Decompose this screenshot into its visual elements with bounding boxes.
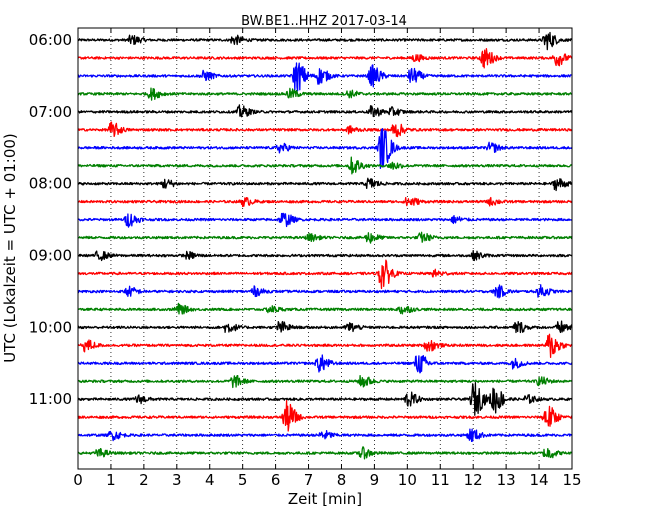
x-tick-label: 0 bbox=[73, 471, 83, 489]
x-tick-label: 14 bbox=[530, 471, 549, 489]
trace-row-0930 bbox=[77, 284, 573, 299]
y-tick-label: 06:00 bbox=[29, 31, 72, 49]
x-tick-label: 3 bbox=[172, 471, 182, 489]
x-tick-label: 6 bbox=[271, 471, 281, 489]
x-tick-label: 7 bbox=[304, 471, 314, 489]
trace-row-0715 bbox=[77, 121, 573, 138]
trace-row-1030 bbox=[77, 354, 573, 374]
grid-lines bbox=[110, 28, 540, 469]
y-axis: 06:00 07:00 08:00 09:00 10:00 11:00 bbox=[29, 31, 83, 408]
trace-row-0845 bbox=[77, 231, 573, 244]
trace-row-1045 bbox=[77, 374, 573, 389]
trace-row-0945 bbox=[77, 302, 573, 315]
trace-row-0700 bbox=[77, 104, 573, 118]
x-tick-label: 9 bbox=[370, 471, 380, 489]
y-tick-label: 09:00 bbox=[29, 247, 72, 265]
y-tick-label: 11:00 bbox=[29, 390, 72, 408]
x-tick-label: 2 bbox=[139, 471, 149, 489]
y-tick-label: 08:00 bbox=[29, 175, 72, 193]
x-tick-label: 1 bbox=[106, 471, 116, 489]
trace-row-1115 bbox=[77, 399, 573, 432]
trace-row-0830 bbox=[77, 212, 573, 228]
trace-row-0600 bbox=[77, 31, 573, 51]
plot-frame bbox=[77, 27, 573, 470]
trace-row-1000 bbox=[77, 320, 573, 334]
x-tick-label: 10 bbox=[398, 471, 417, 489]
x-tick-label: 4 bbox=[205, 471, 215, 489]
trace-row-0745 bbox=[77, 156, 573, 175]
trace-row-1145 bbox=[77, 446, 573, 460]
trace-row-1100 bbox=[77, 382, 573, 416]
chart-title: BW.BE1..HHZ 2017-03-14 bbox=[241, 14, 407, 29]
x-tick-label: 15 bbox=[562, 471, 581, 489]
trace-row-0915 bbox=[77, 259, 573, 290]
y-tick-label: 10:00 bbox=[29, 318, 72, 336]
x-tick-label: 12 bbox=[464, 471, 483, 489]
traces bbox=[77, 31, 573, 460]
trace-row-0630 bbox=[77, 62, 573, 92]
trace-row-0800 bbox=[77, 177, 573, 192]
trace-row-0900 bbox=[77, 249, 573, 262]
x-tick-label: 8 bbox=[337, 471, 347, 489]
trace-row-0615 bbox=[77, 48, 573, 69]
trace-row-0815 bbox=[77, 196, 573, 208]
x-tick-label: 13 bbox=[497, 471, 516, 489]
trace-row-1015 bbox=[77, 333, 573, 359]
x-axis: 0 1 2 3 4 5 6 7 8 9 10 11 12 13 14 15 bbox=[73, 28, 582, 489]
trace-row-1130 bbox=[77, 428, 573, 443]
x-tick-label: 5 bbox=[238, 471, 248, 489]
y-axis-label: UTC (Lokalzeit = UTC + 01:00) bbox=[1, 133, 19, 363]
x-tick-label: 11 bbox=[431, 471, 450, 489]
y-tick-label: 07:00 bbox=[29, 103, 72, 121]
trace-row-0730 bbox=[77, 127, 573, 169]
trace-row-0645 bbox=[77, 87, 573, 101]
x-axis-label: Zeit [min] bbox=[288, 490, 362, 508]
